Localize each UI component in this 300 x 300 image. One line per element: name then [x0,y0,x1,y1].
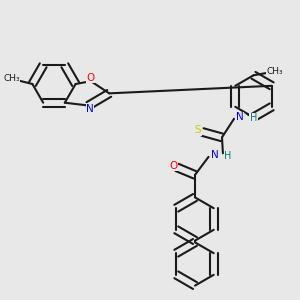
Text: N: N [86,104,94,114]
Text: O: O [87,73,95,82]
Text: H: H [224,151,232,161]
Text: H: H [250,113,257,123]
Text: O: O [169,161,178,171]
Text: N: N [211,150,219,161]
Text: CH₃: CH₃ [266,68,283,76]
Text: S: S [194,125,201,136]
Text: N: N [236,112,244,122]
Text: CH₃: CH₃ [3,74,20,83]
